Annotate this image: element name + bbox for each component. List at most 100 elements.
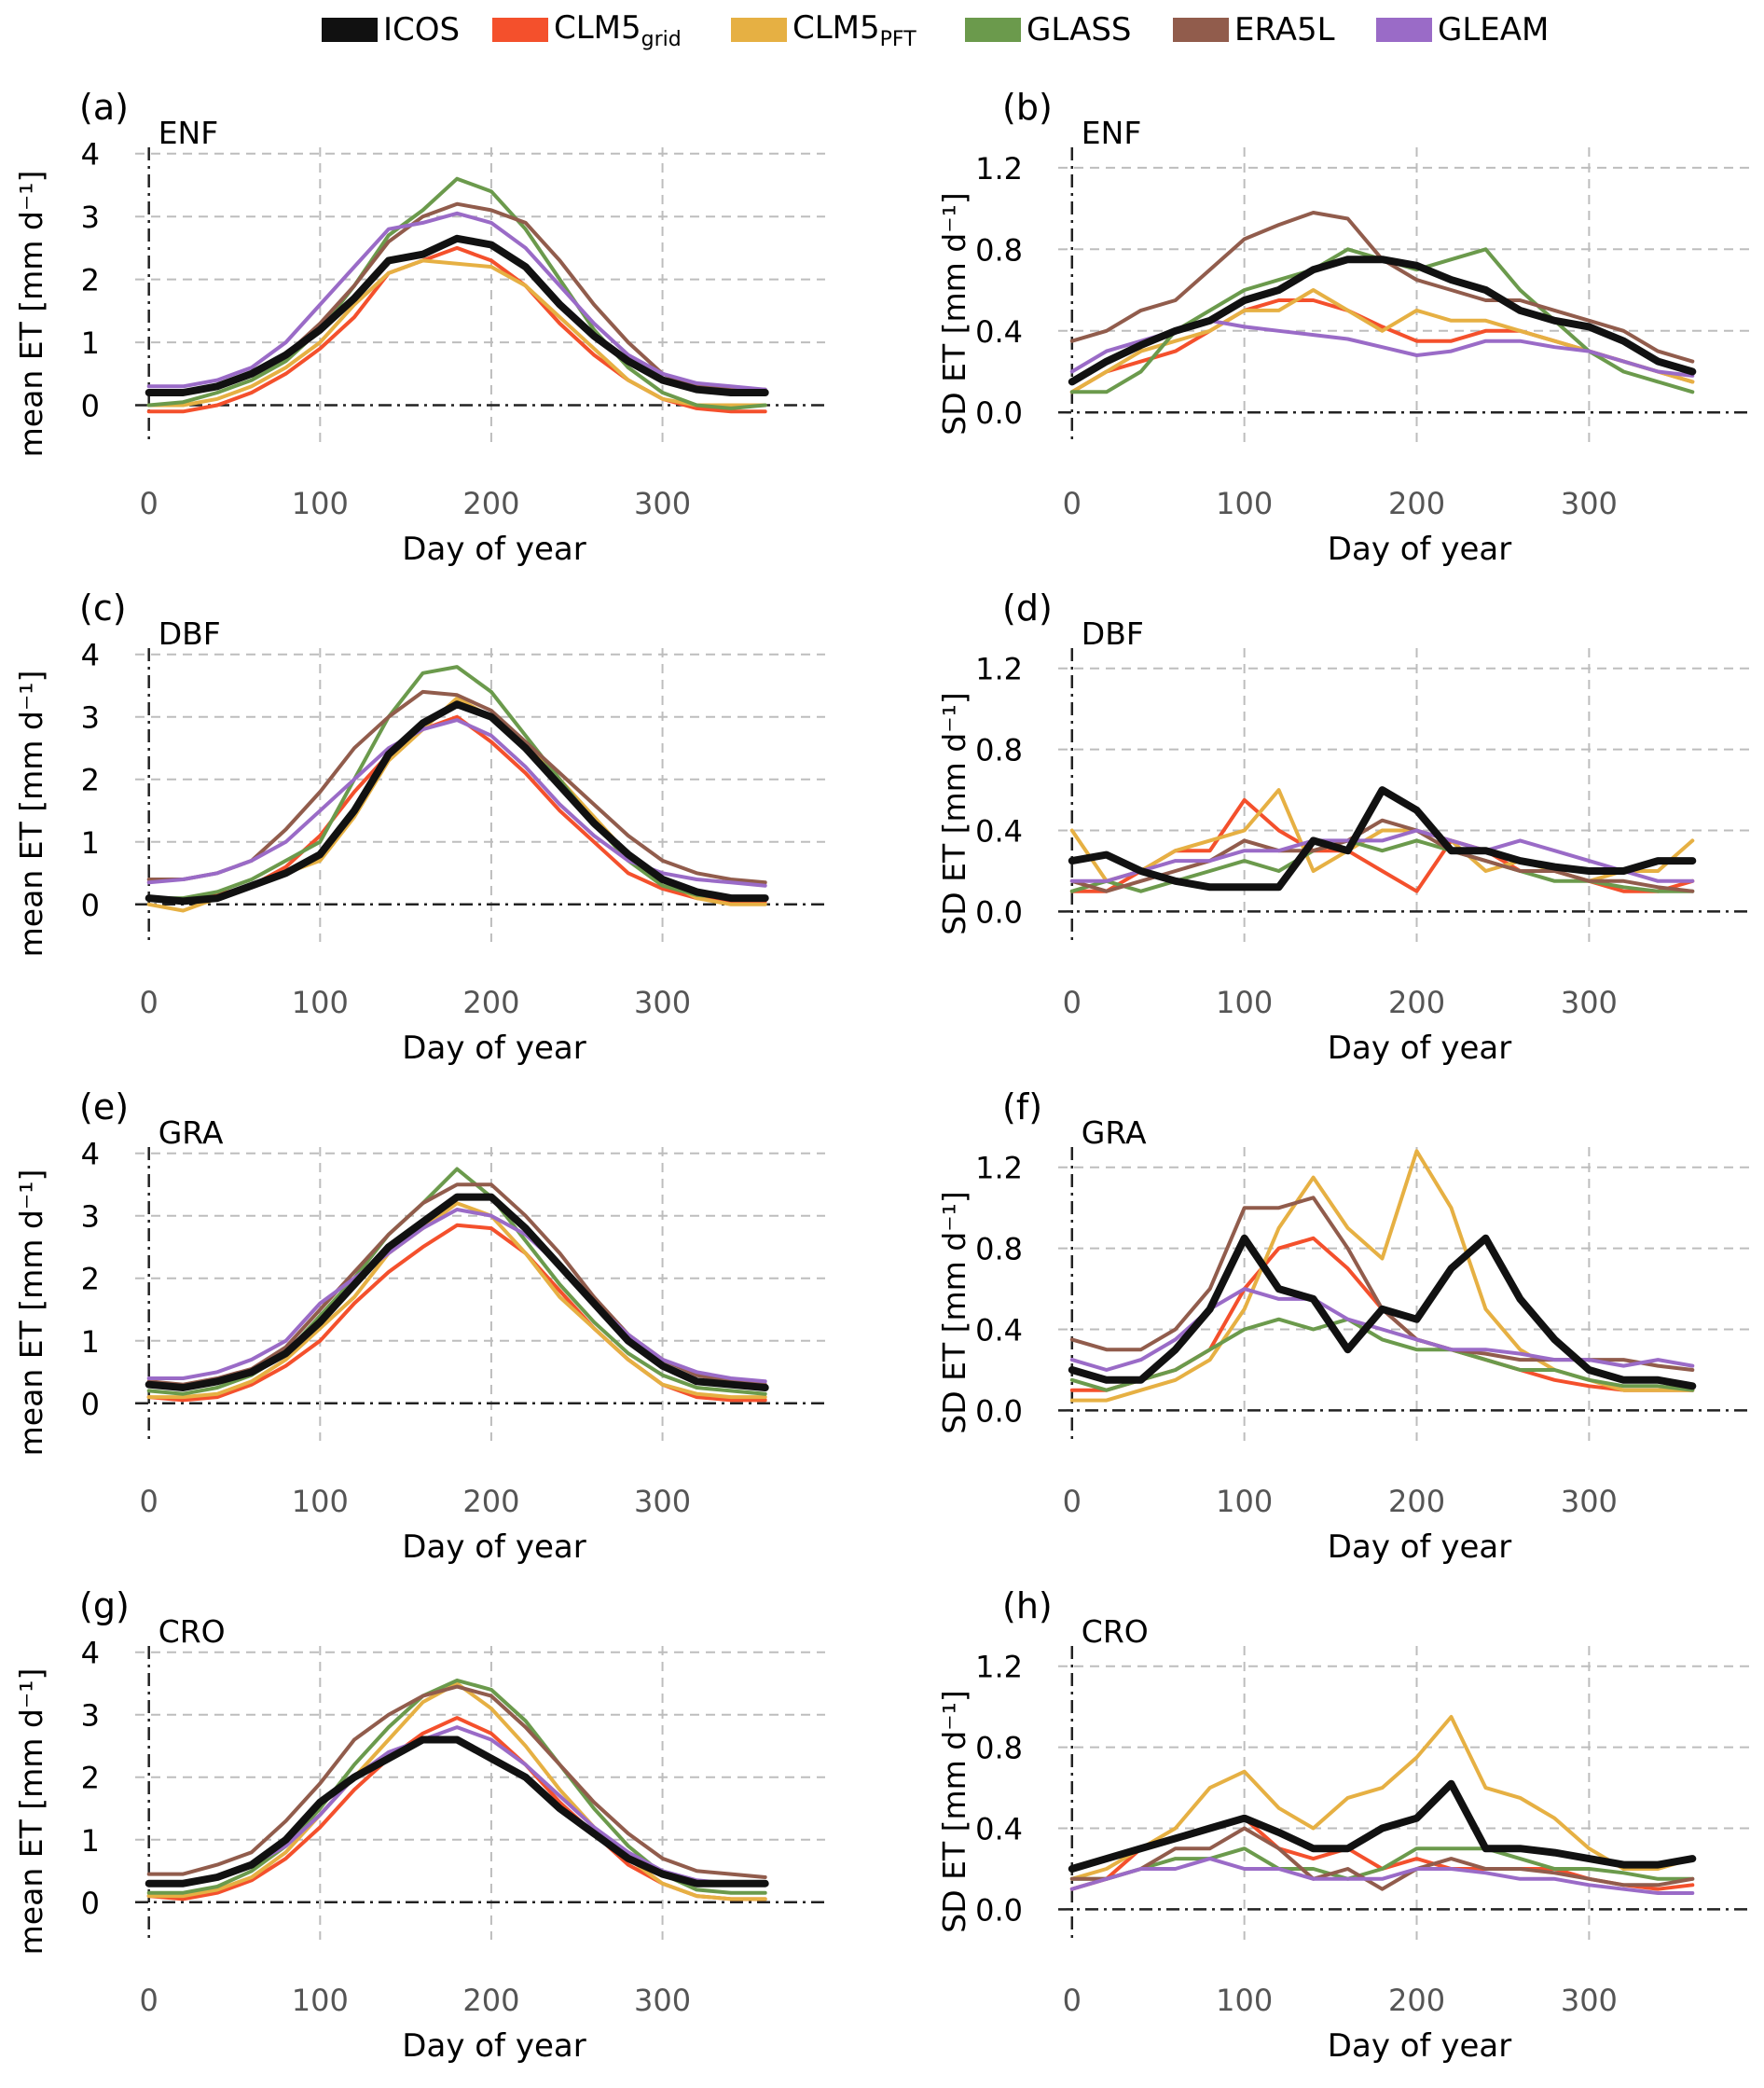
- panel-title: GRA: [1082, 1114, 1147, 1151]
- x-tick-label: 300: [634, 1484, 691, 1519]
- series-line-gleam: [146, 1208, 767, 1384]
- y-axis-label: SD ET [mm d⁻¹]: [936, 692, 972, 934]
- x-tick-label: 300: [634, 486, 691, 521]
- y-tick-label: 1: [81, 1324, 100, 1360]
- y-tick-label: 4: [81, 638, 100, 673]
- x-tick-label: 300: [634, 1983, 691, 2018]
- y-tick-label: 2: [81, 263, 100, 298]
- x-axis-label: Day of year: [402, 1030, 586, 1067]
- x-tick-label: 0: [140, 486, 158, 521]
- series-line-glass: [1069, 1317, 1695, 1392]
- y-tick-label: 1.2: [975, 652, 1023, 687]
- series-line-icos: [1068, 1234, 1697, 1390]
- series-line-gleam: [146, 1725, 767, 1886]
- legend-label-clm5grid-main: CLM5: [554, 8, 641, 47]
- y-tick-label: 0.0: [975, 395, 1023, 431]
- series-line-glass: [146, 176, 767, 410]
- panel-a: 0 1 2 3 4 0 100 200 300 Day of year mean ET [mm d⁻…: [13, 87, 825, 568]
- panel-title: ENF: [1082, 115, 1142, 151]
- y-tick-label: 1.2: [975, 1650, 1023, 1685]
- legend-label-glass: GLASS: [1027, 11, 1132, 48]
- y-tick-label: 0.8: [975, 1232, 1023, 1267]
- legend: ICOS CLM5grid CLM5PFT GLASS ERA5L GLEAM: [0, 0, 1764, 65]
- panel-title: DBF: [1082, 615, 1144, 652]
- series-line-clm5pft: [146, 696, 767, 913]
- x-tick-label: 200: [1388, 985, 1445, 1020]
- x-tick-label: 300: [1561, 1983, 1618, 2018]
- series-line-icos: [145, 1193, 769, 1391]
- legend-label-clm5pft: CLM5PFT: [792, 9, 916, 51]
- panel-label: (b): [1002, 87, 1053, 128]
- x-axis-label: Day of year: [1328, 1528, 1511, 1566]
- y-tick-label: 0: [81, 389, 100, 424]
- x-tick-label: 200: [462, 486, 519, 521]
- panel-title: CRO: [158, 1613, 226, 1650]
- x-tick-label: 0: [140, 1484, 158, 1519]
- y-axis-label: SD ET [mm d⁻¹]: [936, 1191, 972, 1433]
- legend-item-glass: GLASS: [965, 11, 1132, 48]
- series-line-glass: [1069, 838, 1695, 893]
- panel-c: 0 1 2 3 4 0 100 200 300 Day of year mean ET [mm d⁻…: [13, 588, 825, 1067]
- x-tick-label: 200: [1388, 1484, 1445, 1519]
- series-line-icos: [1068, 256, 1697, 386]
- y-axis-label: mean ET [mm d⁻¹]: [13, 171, 49, 458]
- legend-label-gleam: GLEAM: [1438, 11, 1550, 48]
- x-tick-label: 0: [1063, 1484, 1082, 1519]
- legend-item-era5l: ERA5L: [1173, 11, 1335, 48]
- y-axis-label: mean ET [mm d⁻¹]: [13, 671, 49, 958]
- y-tick-label: 0.0: [975, 1393, 1023, 1429]
- x-tick-label: 300: [634, 985, 691, 1020]
- series-line-icos: [1068, 786, 1697, 892]
- panel-h: 0.0 0.4 0.8 1.2 0 100 200 300 Day of year SD ET […: [936, 1585, 1753, 2065]
- series-line-icos: [1068, 1779, 1697, 1873]
- x-tick-label: 0: [140, 985, 158, 1020]
- x-tick-label: 100: [1216, 985, 1273, 1020]
- x-tick-label: 200: [462, 1484, 519, 1519]
- legend-label-clm5pft-main: CLM5: [792, 8, 880, 47]
- series-line-glass: [1069, 247, 1695, 394]
- x-tick-label: 300: [1561, 985, 1618, 1020]
- y-tick-label: 0.8: [975, 733, 1023, 768]
- series-line-era5l: [146, 1684, 767, 1879]
- panel-d: 0.0 0.4 0.8 1.2 0 100 200 300 Day of year SD ET […: [936, 588, 1753, 1067]
- series-line-gleam: [1069, 828, 1695, 883]
- series-line-icos: [145, 234, 769, 396]
- y-tick-label: 4: [81, 1636, 100, 1671]
- y-tick-label: 0.0: [975, 894, 1023, 930]
- x-tick-label: 0: [1063, 985, 1082, 1020]
- legend-label-clm5grid: CLM5grid: [554, 9, 682, 51]
- series-line-era5l: [146, 1182, 767, 1387]
- y-tick-label: 0.4: [975, 1313, 1023, 1348]
- legend-label-clm5grid-sub: grid: [641, 27, 682, 51]
- x-tick-label: 100: [292, 985, 349, 1020]
- x-tick-label: 200: [1388, 486, 1445, 521]
- panel-e: 0 1 2 3 4 0 100 200 300 Day of year mean ET [mm d⁻…: [13, 1086, 825, 1566]
- y-tick-label: 0: [81, 1387, 100, 1422]
- x-tick-label: 0: [1063, 486, 1082, 521]
- y-axis-label: SD ET [mm d⁻¹]: [936, 192, 972, 435]
- y-tick-label: 3: [81, 1199, 100, 1235]
- x-tick-label: 100: [292, 486, 349, 521]
- series-line-icos: [145, 1735, 769, 1887]
- series-line-clm5pft: [146, 258, 767, 408]
- panel-label: (f): [1002, 1086, 1042, 1127]
- series-line-clm5pft: [1069, 1715, 1695, 1881]
- legend-item-clm5pft: CLM5PFT: [731, 9, 916, 51]
- x-tick-label: 300: [1561, 1484, 1618, 1519]
- series-line-clm5grid: [146, 245, 767, 414]
- series-line-glass: [1069, 1846, 1695, 1881]
- x-axis-label: Day of year: [1328, 531, 1511, 568]
- series-line-gleam: [1069, 1857, 1695, 1895]
- y-tick-label: 0.8: [975, 1731, 1023, 1766]
- y-tick-label: 1: [81, 325, 100, 361]
- panel-g: 0 1 2 3 4 0 100 200 300 Day of year mean ET [mm d⁻…: [13, 1585, 825, 2065]
- x-tick-label: 200: [1388, 1983, 1445, 2018]
- y-tick-label: 4: [81, 1137, 100, 1172]
- x-tick-label: 0: [140, 1983, 158, 2018]
- series-line-gleam: [146, 211, 767, 392]
- y-tick-label: 2: [81, 763, 100, 798]
- panel-title: DBF: [158, 615, 221, 652]
- panel-title: GRA: [158, 1114, 224, 1151]
- legend-label-era5l: ERA5L: [1234, 11, 1335, 48]
- series-line-clm5pft: [146, 1201, 767, 1400]
